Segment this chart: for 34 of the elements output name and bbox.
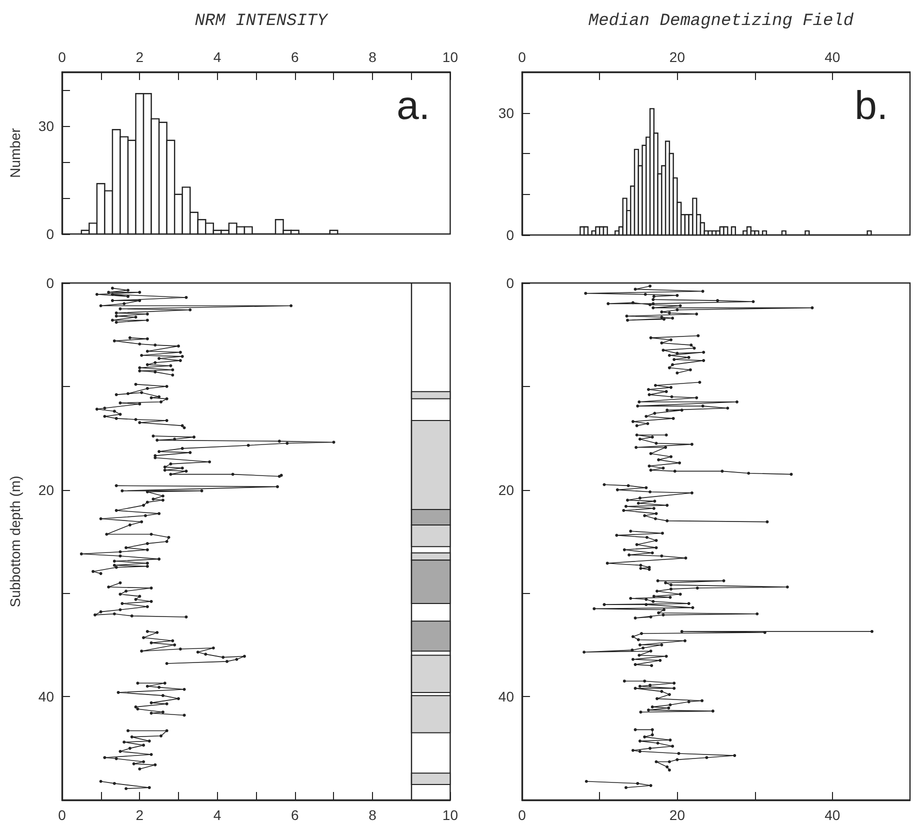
y-tick-label: 0 — [46, 275, 54, 291]
x-tick-label: 20 — [669, 807, 686, 823]
annotation: a. — [396, 84, 430, 128]
y-axis-title: Subbottom depth (m) — [7, 476, 23, 608]
y-tick-label: 40 — [498, 688, 514, 705]
x-tick-label: 10 — [442, 807, 458, 823]
x-tick-label: 8 — [368, 49, 377, 65]
y-tick-label: 40 — [38, 688, 54, 705]
x-tick-label: 20 — [669, 49, 686, 65]
x-tick-label: 4 — [213, 49, 222, 65]
chart-title: Median Demagnetizing Field — [588, 12, 854, 31]
x-tick-label: 4 — [213, 807, 222, 823]
y-tick-label: 20 — [38, 482, 54, 498]
x-tick-label: 0 — [58, 49, 66, 65]
x-tick-label: 0 — [518, 49, 526, 65]
x-tick-label: 2 — [136, 807, 144, 823]
y-tick-label: 20 — [498, 482, 514, 498]
y-tick-label: 30 — [498, 104, 514, 121]
y-tick-label: 0 — [46, 226, 54, 242]
x-tick-label: 40 — [824, 807, 840, 823]
x-tick-label: 40 — [824, 49, 840, 65]
x-tick-label: 0 — [58, 807, 66, 823]
x-tick-label: 6 — [291, 49, 300, 65]
y-tick-label: 30 — [38, 118, 54, 134]
y-tick-label: 0 — [506, 275, 514, 291]
x-tick-label: 8 — [368, 807, 377, 823]
x-tick-label: 10 — [442, 49, 458, 65]
x-tick-label: 6 — [291, 807, 300, 823]
y-tick-label: 0 — [506, 227, 514, 243]
x-tick-label: 0 — [518, 807, 526, 823]
x-tick-label: 2 — [136, 49, 144, 65]
annotation: b. — [854, 84, 888, 128]
chart-title: NRM INTENSITY — [194, 12, 330, 31]
y-axis-title: Number — [7, 128, 23, 178]
